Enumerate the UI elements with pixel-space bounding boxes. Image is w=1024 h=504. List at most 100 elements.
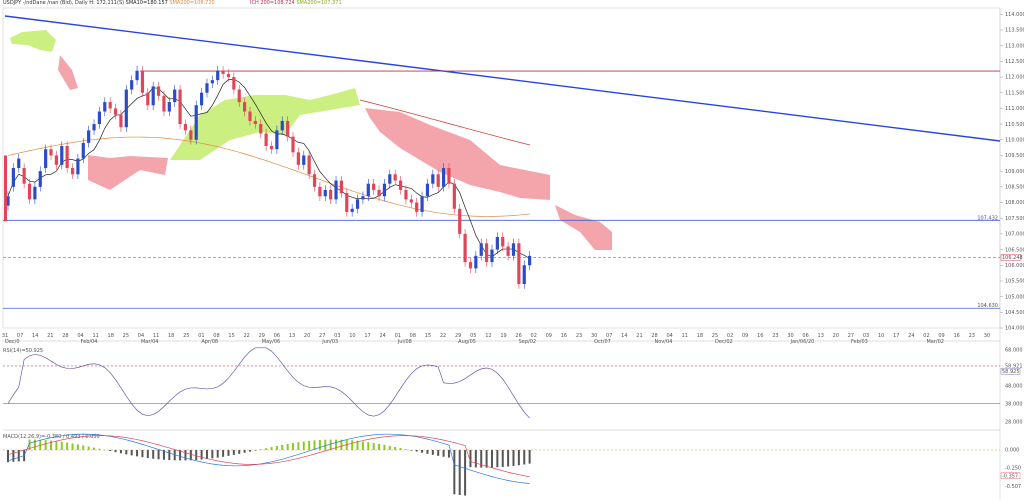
price-tick-label: 108.500: [1005, 185, 1024, 191]
price-tick-label: 110.500: [1005, 122, 1024, 128]
candle-body: [495, 237, 499, 250]
macd-histogram-bar: [437, 450, 440, 456]
ohlc-label: H: 172,111(S): [89, 0, 125, 6]
candle-body: [92, 124, 96, 131]
x-tick-label: 09: [546, 333, 552, 339]
current-price-label: 106.248: [1002, 255, 1023, 261]
macd-histogram-bar: [141, 450, 144, 458]
x-tick-label: 14: [621, 333, 627, 339]
x-tick-label: 08: [410, 333, 416, 339]
candle-body: [323, 189, 327, 197]
macd-histogram-bar: [87, 446, 90, 450]
macd-histogram-bar: [292, 443, 295, 450]
macd-histogram-bar: [28, 439, 31, 450]
x-month-label: Apr/08: [201, 339, 218, 345]
macd-histogram-bar: [109, 450, 112, 452]
macd-histogram-bar: [195, 450, 198, 460]
x-tick-label: 09: [742, 333, 748, 339]
sma-slow-line: [7, 136, 530, 217]
candle-body: [431, 174, 435, 184]
macd-histogram-bar: [168, 450, 171, 461]
x-tick-label: 21: [47, 333, 53, 339]
kumo-bearish: [88, 155, 168, 190]
x-tick-label: 07: [17, 333, 23, 339]
macd-histogram-bar: [286, 443, 289, 450]
candle-body: [11, 168, 15, 187]
candle-body: [205, 83, 209, 93]
macd-histogram-bar: [157, 450, 160, 460]
macd-histogram-bar: [308, 440, 311, 450]
candle-body: [146, 92, 150, 106]
macd-histogram-bar: [39, 439, 42, 450]
x-tick-label: 10: [878, 333, 884, 339]
x-tick-label: 28: [651, 333, 657, 339]
x-tick-label: 23: [969, 333, 975, 339]
x-month-label: Mar/04: [141, 339, 158, 345]
macd-histogram-bar: [345, 439, 348, 450]
lower-level-label: 104.630: [977, 303, 998, 309]
x-tick-label: 17: [364, 333, 370, 339]
candle-body: [485, 243, 489, 263]
macd-histogram-bar: [60, 441, 63, 450]
macd-histogram-bar: [189, 450, 192, 461]
ich-a-label: ICH 200=108.724: [250, 0, 295, 6]
macd-title: MACD(12,26,9)=-0.380 / 0.493 / 0.050: [3, 434, 100, 440]
candle-body: [420, 196, 424, 212]
macd-histogram-bar: [421, 450, 424, 453]
x-month-label: Jun/03: [321, 339, 338, 345]
macd-histogram-bar: [523, 450, 526, 465]
macd-histogram-bar: [372, 442, 375, 450]
candle-body: [436, 174, 440, 187]
macd-histogram-bar: [270, 447, 273, 450]
macd-histogram-bar: [162, 450, 165, 460]
downtrend-line: [4, 15, 1001, 142]
macd-histogram-bar: [496, 450, 499, 468]
x-tick-label: 02: [727, 333, 733, 339]
macd-line: [7, 433, 530, 484]
x-tick-label: 17: [893, 333, 899, 339]
candle-body: [307, 155, 311, 175]
rsi-tick-label: 58.921: [1005, 364, 1023, 370]
candle-body: [528, 255, 532, 266]
x-tick-label: 13: [289, 333, 295, 339]
x-tick-label: 25: [123, 333, 129, 339]
price-tick-label: 113.000: [1005, 43, 1024, 49]
macd-histogram-bar: [378, 443, 381, 450]
candle-body: [27, 183, 32, 200]
x-tick-label: 04: [666, 333, 672, 339]
sma-200-line: [359, 99, 531, 146]
macd-histogram-bar: [501, 450, 504, 467]
x-month-label: Jul/08: [397, 339, 412, 345]
price-tick-label: 106.000: [1005, 263, 1024, 269]
candle-body: [140, 70, 145, 93]
price-tick-label: 109.000: [1005, 169, 1024, 175]
x-tick-label: 05: [470, 333, 476, 339]
macd-histogram-bar: [324, 439, 327, 450]
rsi-tick-label: 28.000: [1005, 419, 1023, 425]
macd-histogram-bar: [442, 450, 445, 457]
x-month-label: Nov/04: [655, 339, 673, 345]
candle-body: [463, 233, 467, 263]
candle-body: [167, 102, 171, 112]
macd-histogram-bar: [517, 450, 520, 466]
candle-body: [517, 243, 521, 285]
price-tick-label: 104.500: [1005, 310, 1024, 316]
candle-body: [409, 199, 413, 203]
macd-histogram-bar: [302, 441, 305, 450]
macd-value-label: -0.357: [1002, 473, 1018, 479]
x-tick-label: 09: [938, 333, 944, 339]
ich-b-label: SMA200=107.371: [296, 0, 342, 6]
candle-body: [38, 171, 42, 187]
macd-histogram-bar: [464, 450, 467, 496]
candle-body: [33, 186, 37, 200]
x-tick-label: 23: [772, 333, 778, 339]
candle-body: [382, 183, 387, 197]
macd-histogram-bar: [238, 450, 241, 454]
candle-body: [162, 95, 166, 112]
current-price-box: [1000, 254, 1022, 261]
x-tick-label: 22: [244, 333, 250, 339]
x-month-label: Feb/04: [81, 339, 98, 345]
macd-histogram-bar: [216, 450, 219, 458]
